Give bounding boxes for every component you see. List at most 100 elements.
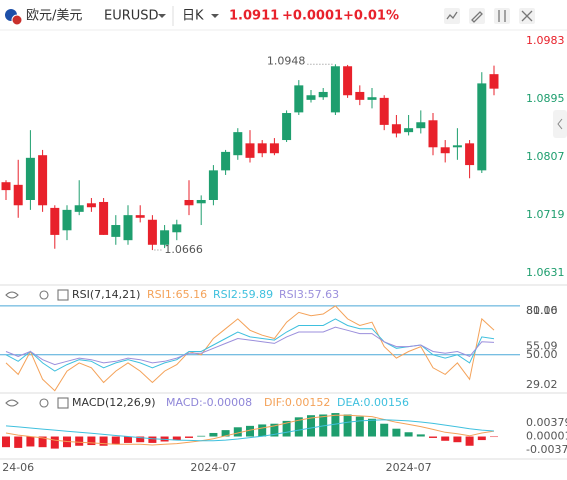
candle-button[interactable]	[494, 8, 510, 24]
y-tick-label: 81.16	[526, 304, 558, 317]
macd-bar	[380, 423, 389, 437]
macd-bar	[2, 436, 10, 448]
macd-bar	[111, 436, 120, 445]
macd-bar	[148, 436, 157, 443]
macd-bar	[50, 436, 59, 449]
macd-bar	[270, 423, 279, 437]
candle-body	[233, 132, 243, 156]
candle-body	[147, 219, 157, 245]
macd-bar	[282, 420, 291, 437]
y-tick-label: 55.09	[526, 340, 558, 353]
macd-bar	[221, 430, 230, 437]
macd-bar	[355, 416, 364, 437]
macd-bar	[136, 436, 145, 443]
macd-bar	[124, 436, 132, 443]
pair-name[interactable]: 欧元/美元	[26, 9, 82, 24]
eye-icon[interactable]	[5, 399, 19, 407]
candle-body	[282, 113, 292, 141]
period[interactable]: 日K	[182, 9, 204, 24]
legend-entry: RSI2:59.89	[213, 288, 273, 301]
legend-entry: DEA:0.00156	[337, 396, 409, 409]
indicator-icon	[446, 11, 458, 20]
macd-bar	[416, 434, 425, 437]
side-tab[interactable]	[553, 110, 567, 138]
macd-bar	[99, 436, 108, 446]
macd-bar	[477, 436, 486, 441]
indicator-button[interactable]	[444, 8, 460, 24]
candle-body	[306, 95, 316, 100]
y-tick-label: 0.00379	[526, 416, 567, 429]
symbol[interactable]: EURUSD	[104, 9, 159, 24]
legend-entry: DIF:0.00152	[264, 396, 330, 409]
macd-bar	[246, 425, 254, 437]
candle-body	[343, 66, 353, 96]
candle-body	[452, 145, 462, 148]
eye-icon[interactable]	[5, 291, 19, 299]
candle-body	[208, 170, 218, 200]
macd-bar	[465, 436, 474, 446]
settings-icon[interactable]	[39, 398, 49, 408]
flag-icon	[5, 9, 23, 26]
indicator-title: MACD(12,26,9)	[72, 396, 156, 409]
macd-bar	[26, 436, 35, 447]
macd-bar	[258, 424, 267, 437]
candle-body	[221, 151, 231, 171]
expand-icon[interactable]	[57, 289, 69, 301]
dropdown-arrow[interactable]	[158, 14, 166, 18]
candle-body	[172, 224, 182, 233]
macd-bar	[368, 418, 376, 437]
macd-bar	[197, 435, 206, 437]
candle-body	[330, 66, 340, 113]
draw-button[interactable]	[469, 8, 485, 24]
candle-body	[196, 199, 206, 204]
low-annotation: 1.0666	[164, 243, 203, 256]
macd-bar	[185, 436, 193, 438]
candle-body	[86, 203, 96, 208]
high-annotation: 1.0948	[267, 54, 306, 67]
macd-bar	[490, 436, 498, 438]
change: +0.0001	[282, 9, 343, 24]
macd-bar	[331, 413, 340, 437]
price: 1.0911	[229, 9, 279, 24]
candle-body	[135, 215, 145, 218]
candle-body	[294, 85, 304, 113]
rsi-line	[5, 305, 495, 392]
candle-body	[123, 215, 133, 241]
x-tick-label: 2024-07	[190, 461, 236, 474]
macd-bar	[453, 436, 462, 443]
macd-bar	[343, 414, 352, 437]
macd-bar	[294, 417, 303, 437]
candle-body	[245, 143, 255, 158]
macd-bar	[172, 436, 181, 441]
candle-body	[111, 225, 121, 237]
fullscreen-icon	[521, 10, 533, 22]
candle-icon	[498, 10, 506, 22]
expand-icon[interactable]	[57, 397, 69, 409]
y-tick-label: 50.00	[526, 348, 558, 361]
candle-body	[99, 201, 109, 235]
legend-entry: RSI1:65.16	[147, 288, 207, 301]
y-tick-label: 80.00	[526, 304, 558, 317]
candle-body	[1, 182, 11, 191]
x-tick-label: 24-06	[2, 461, 34, 474]
indicator-title: RSI(7,14,21)	[72, 288, 140, 301]
candle-body	[391, 124, 401, 134]
candle-body	[477, 83, 487, 171]
macd-bar	[307, 415, 315, 437]
candle-body	[465, 143, 475, 166]
y-tick-label: 1.0631	[526, 266, 565, 279]
candle-body	[25, 157, 35, 200]
dropdown-arrow[interactable]	[211, 14, 219, 18]
candle-body	[184, 199, 194, 206]
macd-line	[5, 414, 495, 446]
legend-entry: RSI3:57.63	[279, 288, 339, 301]
macd-bar	[404, 432, 413, 437]
macd-bar	[75, 436, 84, 446]
macd-line	[5, 419, 495, 442]
settings-icon[interactable]	[39, 290, 49, 300]
candle-body	[257, 143, 267, 154]
macd-bar	[38, 436, 47, 448]
rsi-line	[5, 326, 495, 366]
